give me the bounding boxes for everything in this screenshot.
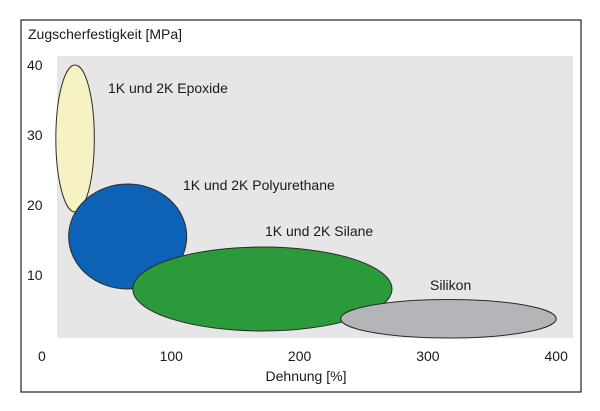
y-tick-label: 20 (27, 197, 43, 213)
x-tick-label: 400 (545, 348, 569, 364)
x-tick-label: 200 (288, 348, 312, 364)
region-labels: 1K und 2K Epoxide 1K und 2K Polyurethane 1… (108, 80, 471, 293)
region-1 (55, 64, 95, 213)
region-label-3: 1K und 2K Silane (265, 223, 373, 239)
y-tick-label: 10 (27, 267, 43, 283)
x-tick-label: 100 (160, 348, 184, 364)
regions-layer (55, 64, 557, 339)
x-axis-ticks: 100 200 300 400 (160, 348, 568, 364)
region-label-2: 1K und 2K Polyurethane (183, 177, 335, 193)
region-2 (68, 183, 188, 290)
x-tick-label: 300 (416, 348, 440, 364)
region-4 (340, 299, 557, 339)
region-3 (132, 246, 393, 332)
y-tick-label: 30 (27, 127, 43, 143)
y-axis-ticks: 10 20 30 40 (27, 57, 43, 283)
x-axis-label: Dehnung [%] (266, 368, 347, 384)
region-label-4: Silikon (430, 277, 471, 293)
y-axis-label: Zugscherfestigkeit [MPa] (28, 26, 182, 42)
origin-tick-label: 0 (38, 348, 46, 364)
y-tick-label: 40 (27, 57, 43, 73)
region-label-1: 1K und 2K Epoxide (108, 80, 228, 96)
